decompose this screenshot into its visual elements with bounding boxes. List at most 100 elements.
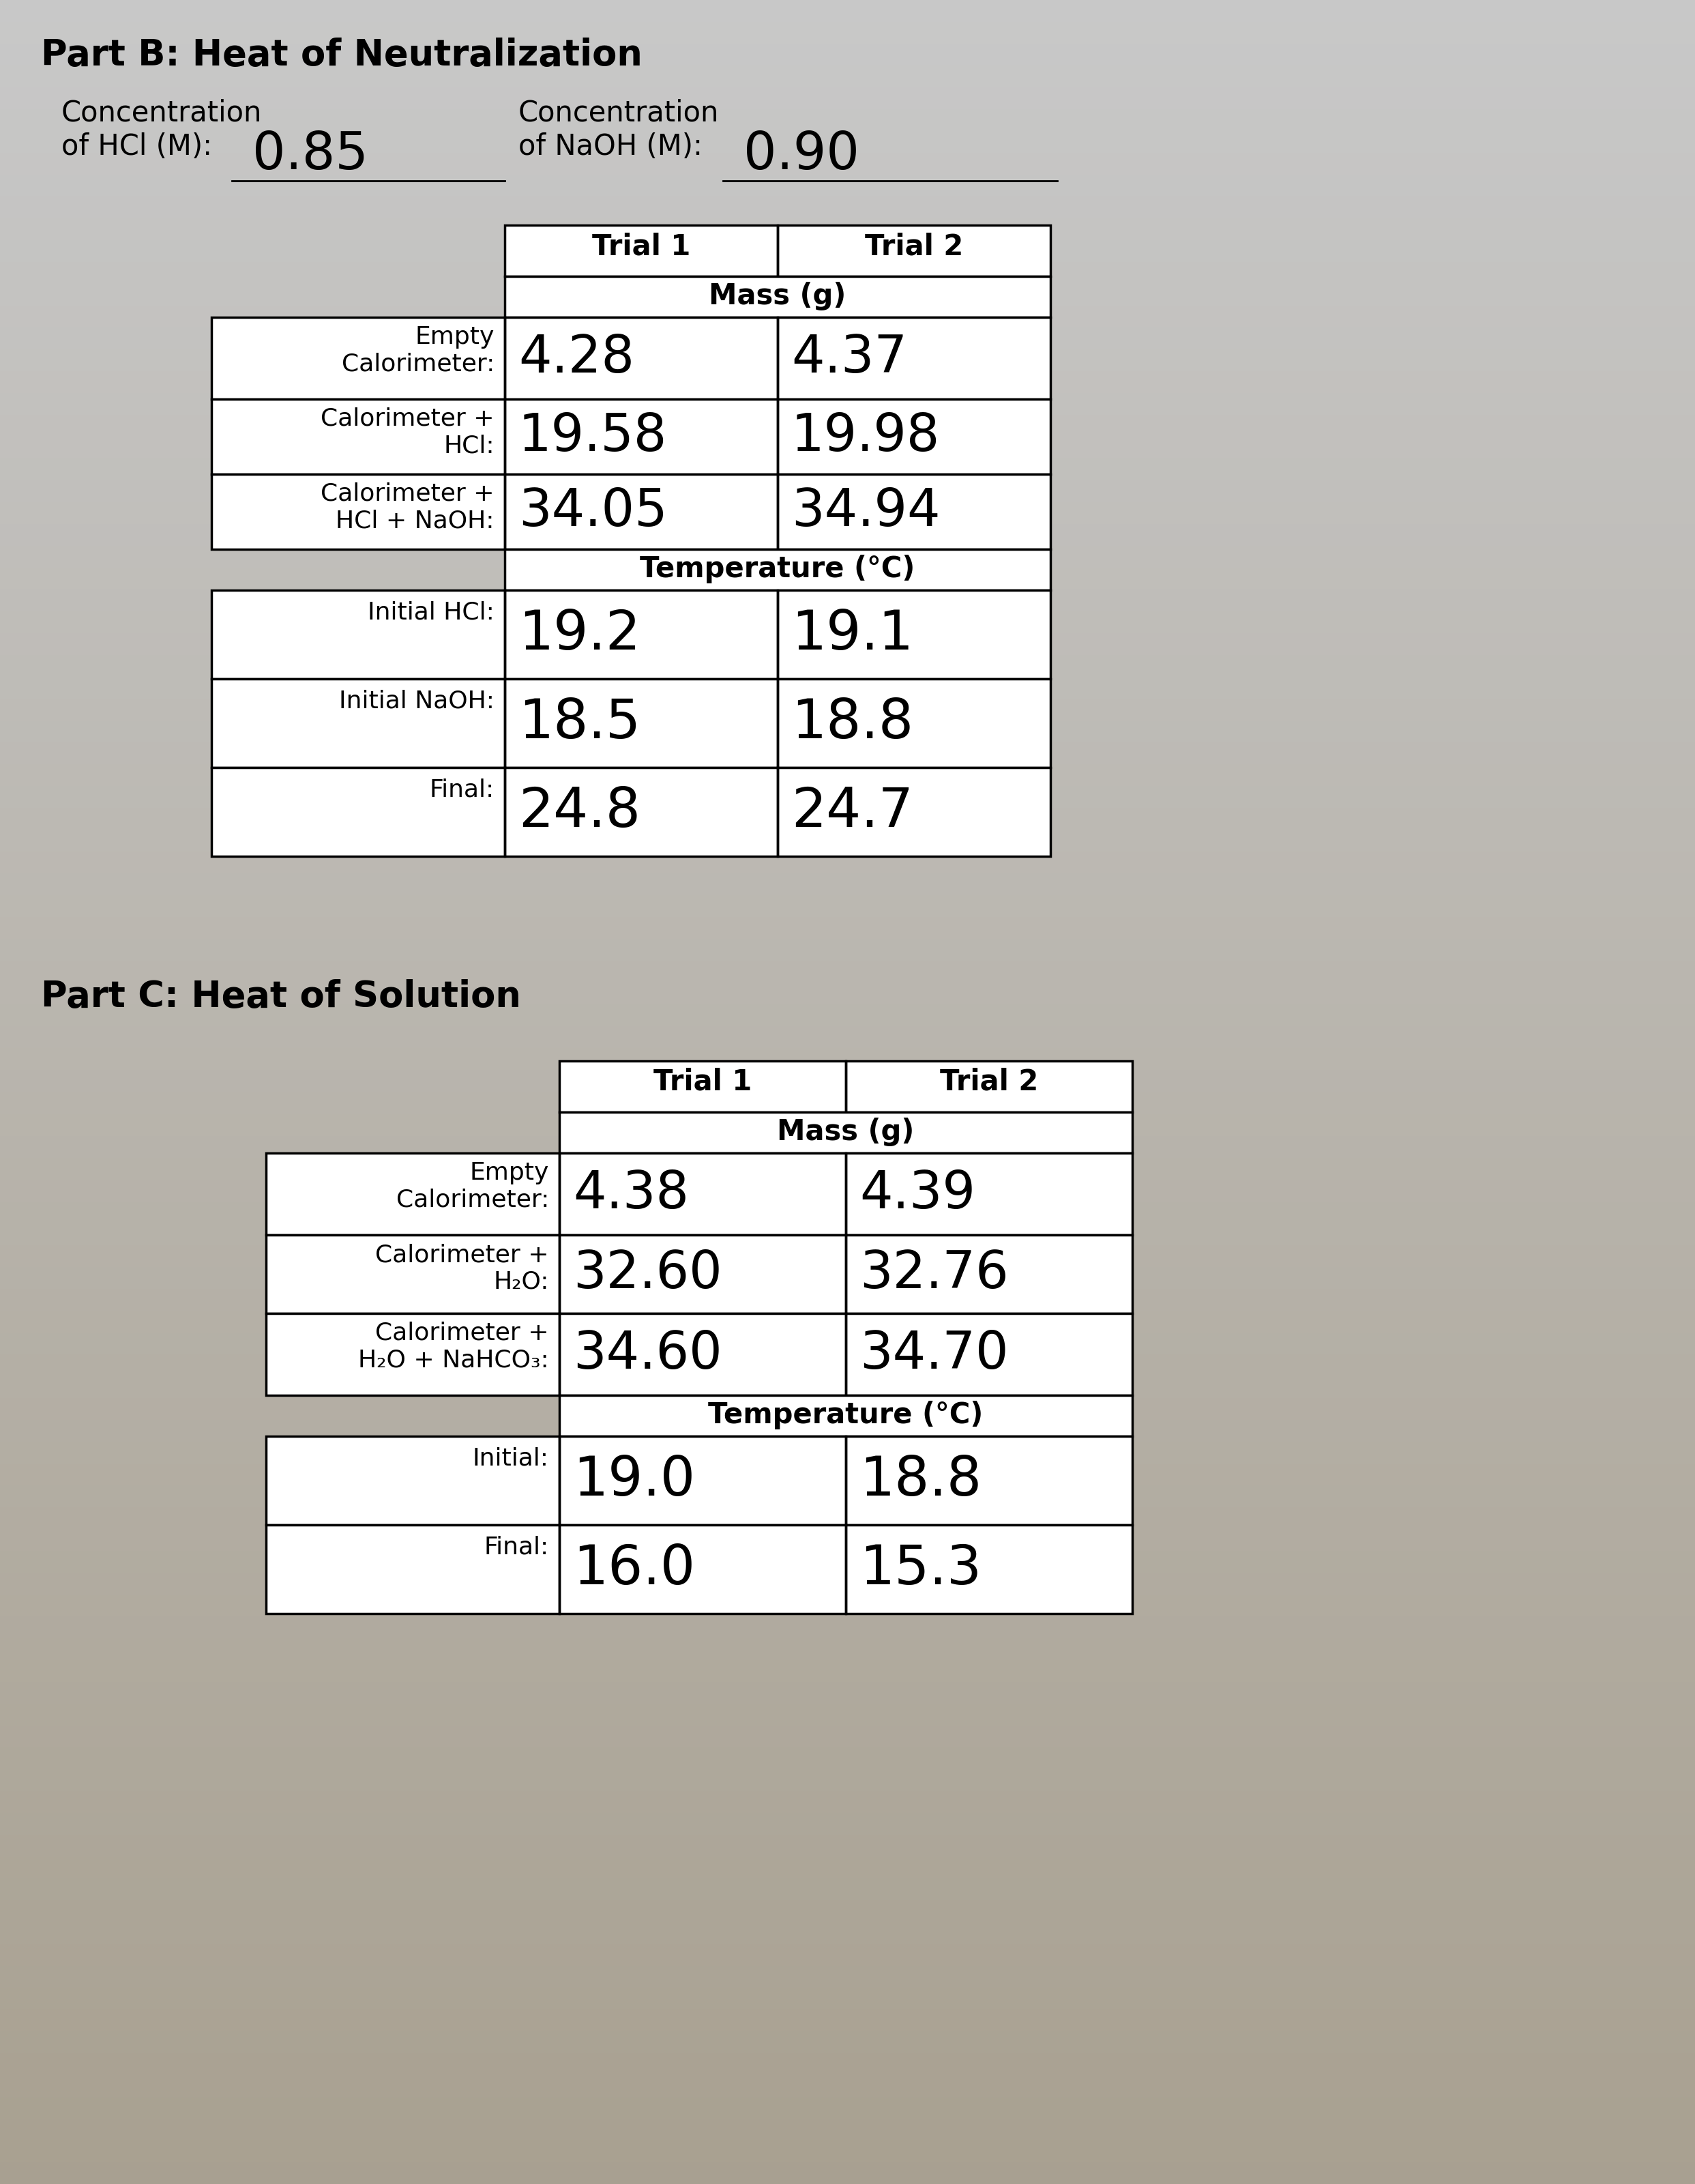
Text: 19.58: 19.58	[519, 411, 668, 461]
Bar	[0, 1878, 1695, 1900]
Text: Trial 2: Trial 2	[864, 232, 963, 260]
Text: 18.5: 18.5	[519, 697, 641, 749]
Bar	[0, 371, 1695, 393]
Bar	[0, 2053, 1695, 2075]
Text: 16.0: 16.0	[573, 1542, 695, 1597]
Bar	[0, 2140, 1695, 2162]
Bar	[0, 1267, 1695, 1289]
Bar	[0, 328, 1695, 349]
Bar	[0, 1376, 1695, 1398]
Bar	[0, 1463, 1695, 1485]
Text: 0.85: 0.85	[253, 129, 368, 179]
Bar	[778, 225, 1051, 277]
Text: Calorimeter +
HCl:: Calorimeter + HCl:	[320, 408, 495, 456]
Bar	[0, 939, 1695, 961]
Bar	[0, 1660, 1695, 1682]
Bar	[0, 917, 1695, 939]
Bar	[846, 1437, 1132, 1524]
Bar	[0, 1420, 1695, 1441]
Bar	[0, 459, 1695, 480]
Text: 18.8: 18.8	[859, 1455, 981, 1507]
Bar	[778, 317, 1051, 400]
Text: Temperature (°C): Temperature (°C)	[709, 1400, 983, 1428]
Bar	[0, 1485, 1695, 1507]
Bar	[505, 400, 778, 474]
Text: 32.60: 32.60	[573, 1249, 722, 1299]
Bar	[266, 1234, 1132, 1313]
Bar	[0, 786, 1695, 808]
Bar	[846, 1313, 1132, 1396]
Bar	[846, 1524, 1132, 1614]
Bar	[505, 474, 778, 548]
Text: Trial 1: Trial 1	[653, 1068, 753, 1096]
Bar	[505, 277, 1051, 317]
Text: Initial:: Initial:	[473, 1446, 549, 1470]
Bar	[0, 961, 1695, 983]
Text: Initial NaOH:: Initial NaOH:	[339, 690, 495, 712]
Text: 4.39: 4.39	[859, 1168, 975, 1219]
Bar	[559, 1524, 846, 1614]
Text: Final:: Final:	[485, 1535, 549, 1559]
Bar	[0, 262, 1695, 284]
Bar	[0, 699, 1695, 721]
Bar	[0, 306, 1695, 328]
Bar	[0, 0, 1695, 22]
Bar	[0, 1572, 1695, 1594]
Bar	[0, 830, 1695, 852]
Bar	[0, 895, 1695, 917]
Bar	[212, 474, 505, 548]
Bar	[266, 1313, 1132, 1396]
Bar	[0, 1638, 1695, 1660]
Bar	[0, 1048, 1695, 1070]
Text: 4.38: 4.38	[573, 1168, 688, 1219]
Bar	[559, 1112, 1132, 1153]
Bar	[0, 2097, 1695, 2118]
Text: 19.2: 19.2	[519, 607, 641, 662]
Bar	[505, 679, 778, 767]
Bar	[0, 175, 1695, 197]
Bar	[212, 679, 505, 767]
Text: Trial 2: Trial 2	[939, 1068, 1039, 1096]
Text: 18.8: 18.8	[792, 697, 914, 749]
Text: 15.3: 15.3	[859, 1542, 981, 1597]
Text: 19.98: 19.98	[792, 411, 941, 461]
Bar	[266, 1437, 1132, 1524]
Bar	[0, 1441, 1695, 1463]
Bar	[0, 44, 1695, 66]
Bar	[505, 548, 1051, 590]
Text: 4.37: 4.37	[792, 332, 907, 384]
Text: Part B: Heat of Neutralization: Part B: Heat of Neutralization	[41, 37, 642, 72]
Bar	[0, 1944, 1695, 1966]
Bar	[0, 1835, 1695, 1856]
Bar	[0, 2075, 1695, 2097]
Bar	[266, 1313, 559, 1396]
Bar	[0, 1900, 1695, 1922]
Bar	[212, 767, 1051, 856]
Text: 34.94: 34.94	[792, 487, 941, 537]
Bar	[778, 400, 1051, 474]
Bar	[0, 1769, 1695, 1791]
Bar	[505, 767, 778, 856]
Bar	[212, 317, 505, 400]
Bar	[0, 1791, 1695, 1813]
Text: 24.8: 24.8	[519, 786, 641, 839]
Bar	[0, 109, 1695, 131]
Bar	[0, 1616, 1695, 1638]
Bar	[0, 66, 1695, 87]
Text: Empty
Calorimeter:: Empty Calorimeter:	[341, 325, 495, 376]
Bar	[0, 1332, 1695, 1354]
Bar	[0, 1594, 1695, 1616]
Bar	[559, 1396, 1132, 1437]
Bar	[0, 677, 1695, 699]
Bar	[0, 502, 1695, 524]
Bar	[0, 240, 1695, 262]
Text: Trial 1: Trial 1	[592, 232, 690, 260]
Bar	[0, 568, 1695, 590]
Bar	[212, 400, 505, 474]
Bar	[0, 1507, 1695, 1529]
Bar	[0, 1922, 1695, 1944]
Bar	[559, 1153, 846, 1234]
Text: Mass (g): Mass (g)	[709, 282, 846, 310]
Bar	[0, 1987, 1695, 2009]
Bar	[778, 590, 1051, 679]
